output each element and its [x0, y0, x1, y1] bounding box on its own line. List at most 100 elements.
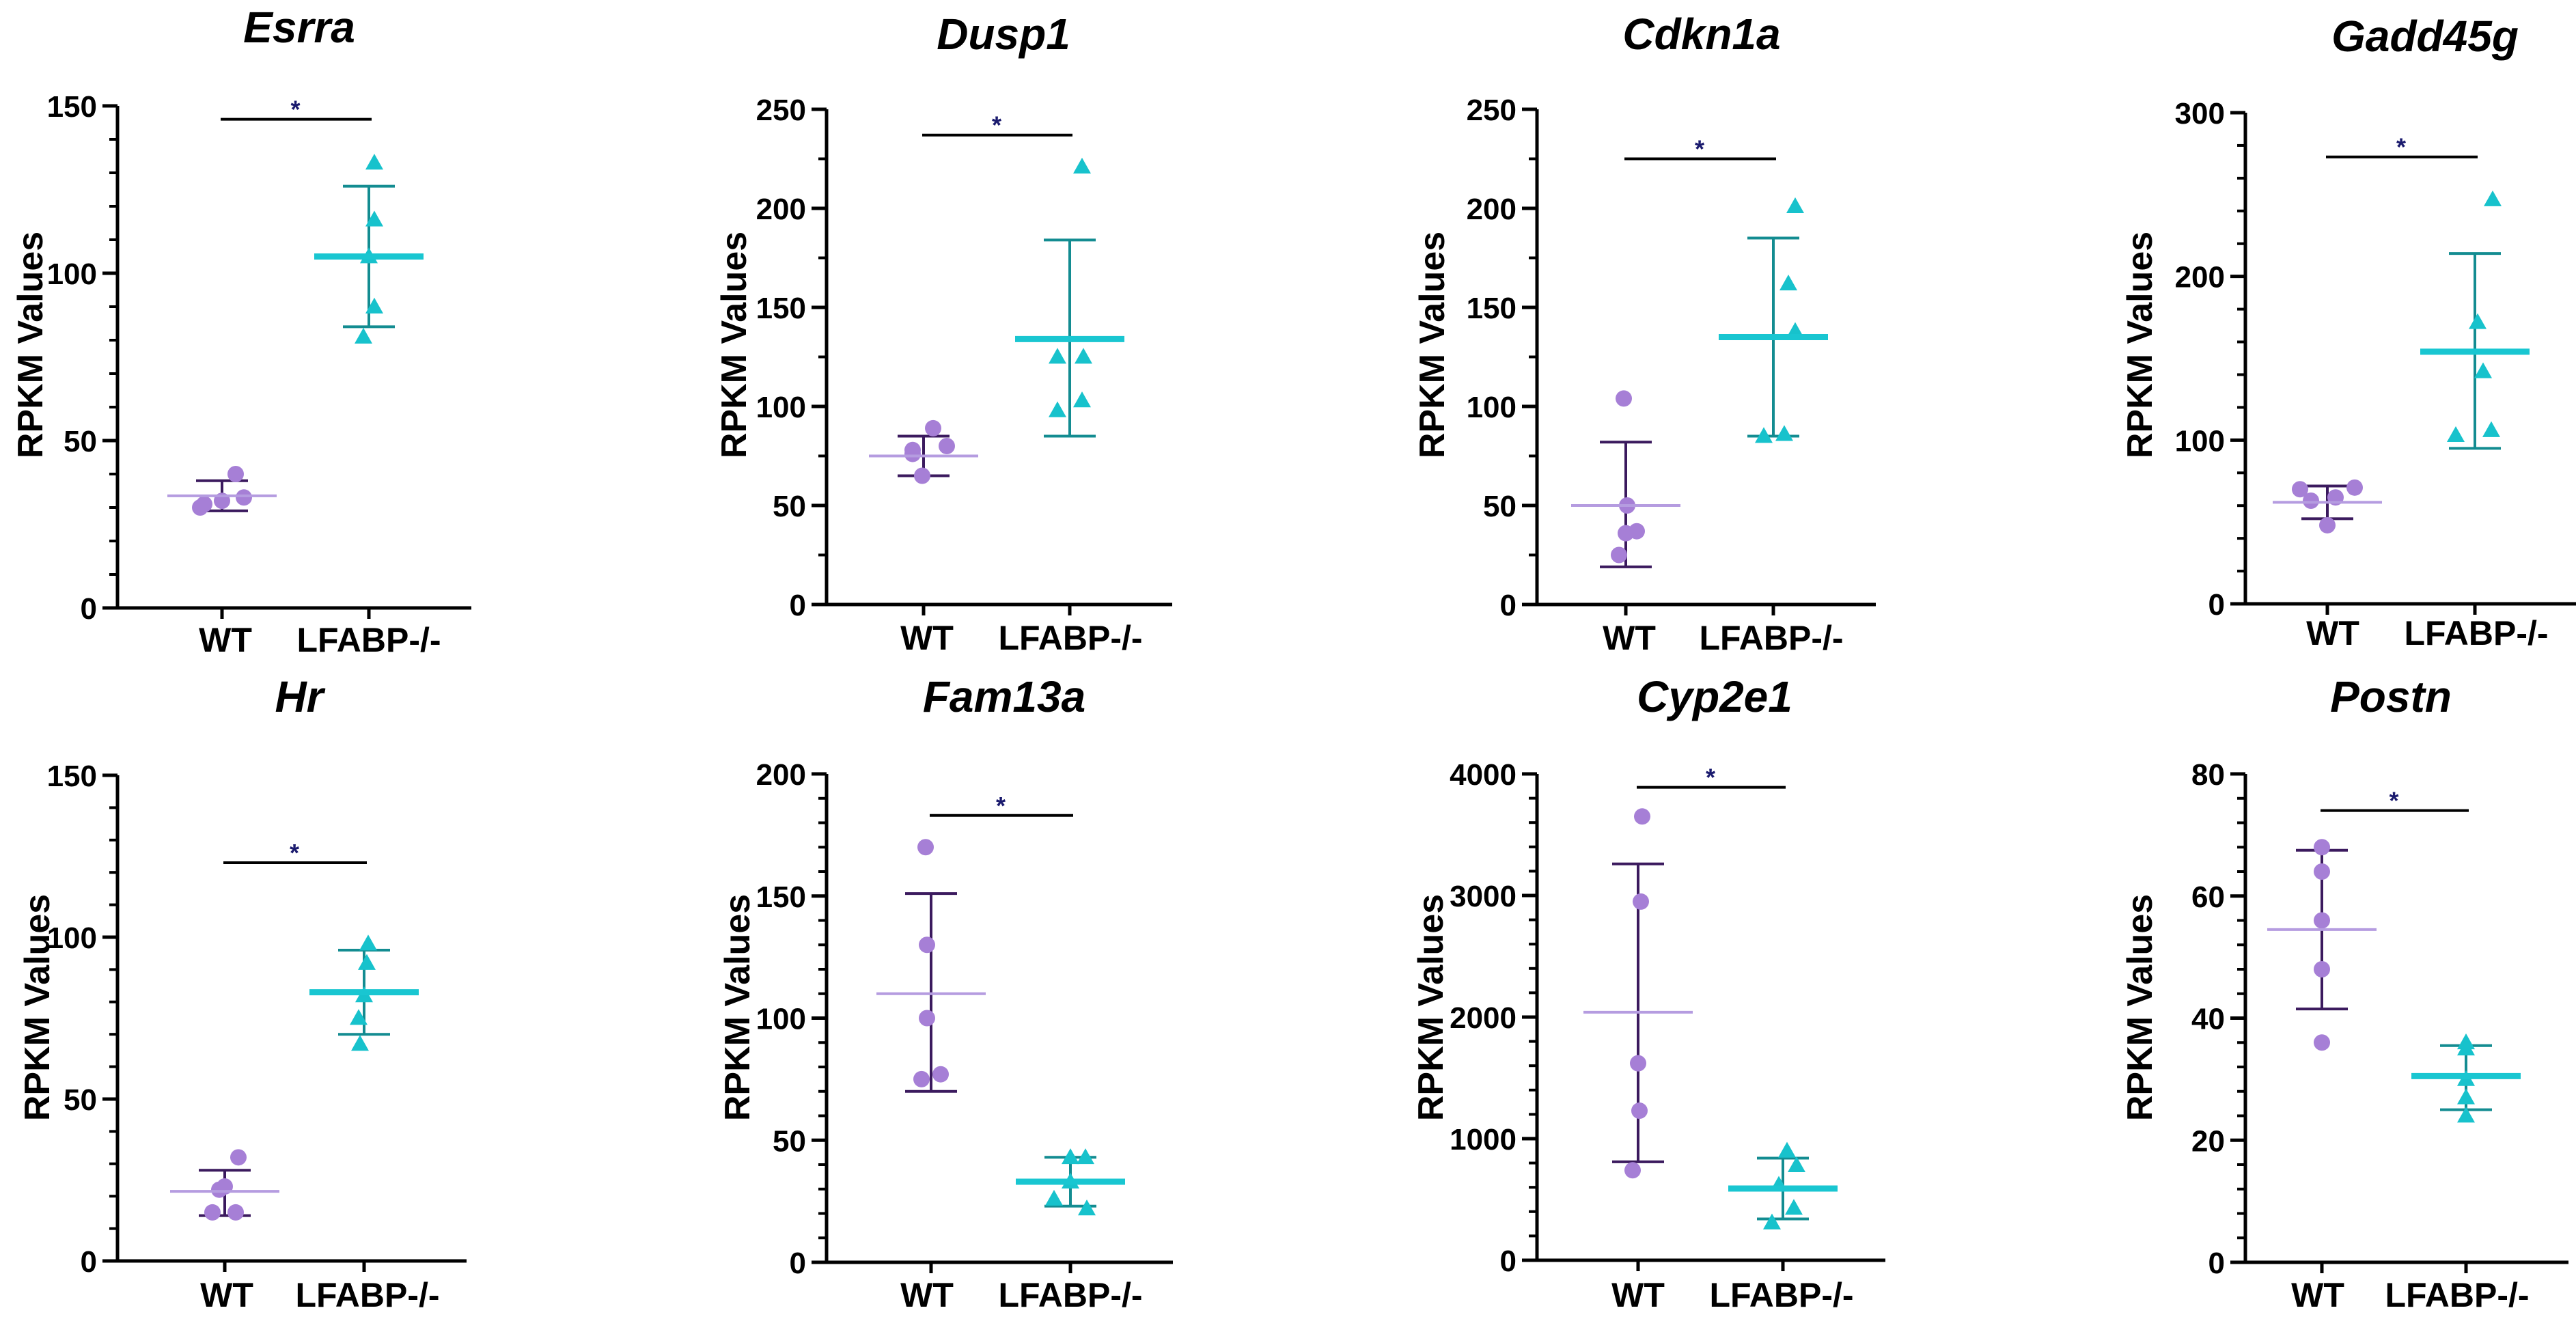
- data-point-lfabp: [1073, 157, 1091, 173]
- y-tick-label: 150: [756, 292, 806, 325]
- panel-title: Gadd45g: [2331, 12, 2519, 61]
- data-point-wt: [196, 496, 212, 513]
- data-point-wt: [2314, 961, 2330, 977]
- y-tick-label: 60: [2191, 880, 2225, 914]
- y-tick-label: 0: [1500, 1245, 1516, 1278]
- data-point-lfabp: [359, 934, 377, 951]
- data-point-lfabp: [1078, 1199, 1096, 1216]
- y-tick-label: 250: [1467, 94, 1516, 127]
- y-axis-label: RPKM Values: [2120, 232, 2160, 458]
- y-tick-label: 150: [47, 760, 97, 793]
- data-point-lfabp: [1073, 391, 1091, 408]
- data-point-wt: [236, 489, 252, 506]
- data-point-lfabp: [1045, 1189, 1063, 1206]
- panel-title: Fam13a: [923, 672, 1085, 721]
- data-point-wt: [925, 419, 941, 436]
- y-tick-label: 1000: [1450, 1123, 1516, 1156]
- data-point-lfabp: [1786, 322, 1804, 338]
- x-tick-label-wt: WT: [1603, 619, 1656, 657]
- data-point-wt: [913, 1070, 930, 1087]
- y-tick-label: 150: [47, 90, 97, 124]
- data-point-lfabp: [1786, 197, 1804, 213]
- data-point-wt: [917, 839, 934, 856]
- y-tick-label: 100: [1467, 391, 1516, 424]
- y-tick-label: 200: [1467, 193, 1516, 226]
- panel-title: Esrra: [243, 3, 355, 52]
- data-point-lfabp: [1779, 275, 1797, 291]
- x-tick-label-lfabp: LFABP-/-: [295, 1276, 439, 1314]
- data-point-wt: [227, 466, 244, 482]
- data-point-lfabp: [2457, 1107, 2475, 1123]
- y-tick-label: 200: [756, 758, 806, 792]
- y-tick-label: 100: [2175, 424, 2225, 458]
- data-point-wt: [2314, 839, 2330, 856]
- y-axis-label: RPKM Values: [2120, 894, 2160, 1121]
- data-point-wt: [2314, 912, 2330, 929]
- y-tick-label: 80: [2191, 758, 2225, 792]
- y-axis-label: RPKM Values: [1413, 232, 1452, 458]
- y-axis-label: RPKM Values: [715, 232, 754, 458]
- y-tick-label: 3000: [1450, 880, 1516, 913]
- y-tick-label: 250: [756, 94, 806, 127]
- data-point-lfabp: [1775, 425, 1793, 441]
- data-point-lfabp: [2447, 426, 2465, 443]
- panel-fam13a: Fam13a RPKM Values 0 50 100 150 200 WT LFABP…: [718, 672, 1173, 1314]
- data-point-wt: [1630, 1055, 1646, 1072]
- y-tick-label: 100: [756, 391, 806, 424]
- x-tick-label-wt: WT: [2306, 614, 2359, 652]
- y-tick-label: 0: [790, 1247, 806, 1280]
- data-point-wt: [1611, 546, 1627, 564]
- data-point-wt: [2346, 479, 2363, 496]
- data-point-lfabp: [2457, 1039, 2475, 1056]
- data-point-lfabp: [365, 210, 383, 227]
- data-point-wt: [1634, 808, 1650, 825]
- data-point-wt: [932, 1066, 949, 1083]
- x-tick-label-lfabp: LFABP-/-: [1699, 619, 1843, 657]
- x-tick-label-lfabp: LFABP-/-: [2385, 1276, 2529, 1314]
- y-axis-label: RPKM Values: [11, 232, 51, 458]
- data-point-lfabp: [2482, 421, 2500, 437]
- data-point-lfabp: [2484, 190, 2502, 206]
- y-tick-label: 50: [773, 490, 806, 523]
- y-tick-label: 100: [47, 921, 97, 955]
- data-point-wt: [1633, 893, 1649, 910]
- data-point-lfabp: [365, 154, 383, 170]
- panel-title: Hr: [275, 672, 325, 721]
- significance-star: *: [290, 96, 300, 124]
- panel-gadd45g: Gadd45g RPKM Values 0 100 200 300 WT LFABP-…: [2120, 12, 2576, 652]
- data-point-lfabp: [2474, 362, 2492, 378]
- x-tick-label-wt: WT: [199, 621, 252, 659]
- x-tick-label-wt: WT: [1611, 1276, 1665, 1314]
- panel-title: Dusp1: [937, 10, 1070, 59]
- significance-star: *: [2389, 787, 2398, 815]
- y-tick-label: 200: [2175, 261, 2225, 294]
- data-point-lfabp: [351, 1035, 369, 1051]
- panel-hr: Hr RPKM Values 0 50 100 150 WT LFABP-/- *: [18, 672, 467, 1314]
- y-tick-label: 0: [1500, 589, 1516, 622]
- y-tick-label: 50: [1483, 490, 1516, 523]
- data-point-wt: [919, 1010, 935, 1027]
- y-tick-label: 0: [81, 592, 97, 626]
- y-tick-label: 50: [64, 425, 97, 458]
- data-point-wt: [914, 467, 930, 484]
- panel-dusp1: Dusp1 RPKM Values 0 50 100 150 200 250 WT LFA…: [715, 10, 1172, 657]
- data-point-wt: [227, 1204, 244, 1221]
- x-tick-label-lfabp: LFABP-/-: [998, 619, 1142, 657]
- y-tick-label: 100: [756, 1003, 806, 1036]
- y-tick-label: 150: [1467, 292, 1516, 325]
- data-point-lfabp: [1075, 348, 1092, 364]
- data-point-lfabp: [358, 954, 376, 970]
- data-point-wt: [1629, 523, 1645, 540]
- y-tick-label: 4000: [1450, 758, 1516, 792]
- panel-title: Cyp2e1: [1637, 672, 1792, 721]
- data-point-lfabp: [1778, 1141, 1796, 1158]
- y-axis-label: RPKM Values: [718, 894, 758, 1121]
- data-point-wt: [904, 441, 921, 458]
- data-point-lfabp: [355, 327, 372, 344]
- data-point-wt: [2319, 516, 2336, 533]
- data-point-wt: [230, 1149, 247, 1166]
- y-tick-label: 100: [47, 258, 97, 291]
